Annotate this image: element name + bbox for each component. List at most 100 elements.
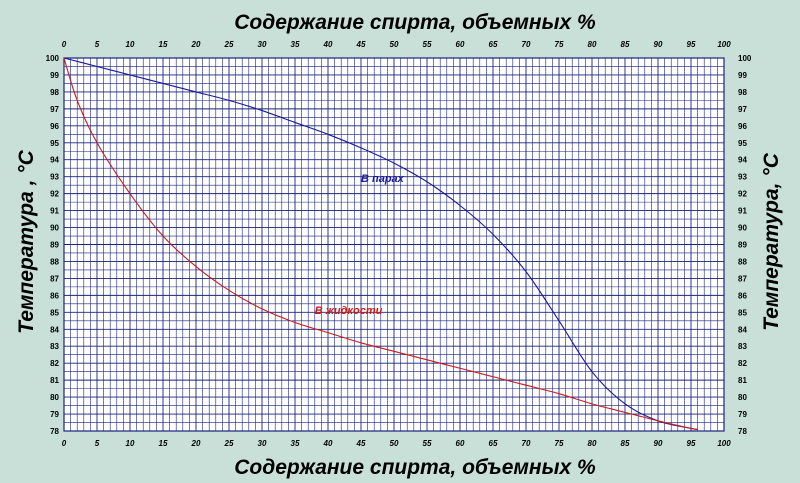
y-axis-label-left: Температура , °C (15, 149, 38, 333)
x-tick-label-top: 50 (390, 40, 399, 49)
x-tick-label-top: 85 (621, 40, 630, 49)
x-tick-label-top: 45 (356, 40, 366, 49)
y-tick-label-right: 79 (738, 410, 747, 419)
y-tick-label-left: 95 (50, 139, 59, 148)
x-tick-label-bottom: 60 (456, 439, 465, 448)
x-tick-label-top: 10 (126, 40, 135, 49)
y-tick-label-left: 94 (50, 156, 59, 165)
x-tick-label-bottom: 90 (654, 439, 663, 448)
y-axis-label-right: Температура, °C (760, 152, 783, 331)
x-tick-label-bottom: 15 (159, 439, 168, 448)
series-line-liquid (63, 57, 698, 430)
x-tick-label-top: 5 (95, 40, 100, 49)
x-tick-label-bottom: 85 (621, 439, 630, 448)
y-tick-label-right: 93 (738, 173, 747, 182)
y-tick-label-left: 83 (50, 342, 59, 351)
x-tick-label-bottom: 55 (423, 439, 432, 448)
x-tick-label-bottom: 45 (356, 439, 366, 448)
y-tick-label-left: 80 (50, 393, 59, 402)
x-tick-label-bottom: 40 (323, 439, 333, 448)
y-tick-label-right: 95 (738, 139, 747, 148)
x-tick-label-top: 0 (62, 40, 67, 49)
x-tick-label-bottom: 50 (390, 439, 399, 448)
y-tick-label-left: 91 (50, 207, 59, 216)
series-line-vapor (63, 57, 698, 430)
y-tick-label-right: 97 (738, 105, 747, 114)
x-tick-label-bottom: 100 (717, 439, 731, 448)
x-tick-label-top: 80 (588, 40, 597, 49)
y-tick-label-left: 87 (50, 274, 59, 283)
x-tick-label-bottom: 70 (522, 439, 531, 448)
y-tick-label-left: 88 (50, 257, 59, 266)
y-tick-label-left: 82 (50, 359, 59, 368)
x-tick-label-bottom: 80 (588, 439, 597, 448)
x-tick-label-top: 70 (522, 40, 531, 49)
x-tick-label-bottom: 10 (126, 439, 135, 448)
y-tick-label-right: 86 (738, 291, 747, 300)
x-tick-label-bottom: 95 (687, 439, 696, 448)
y-tick-label-right: 78 (738, 427, 747, 436)
y-tick-label-right: 94 (738, 156, 747, 165)
y-tick-label-right: 85 (738, 308, 747, 317)
x-tick-label-bottom: 35 (291, 439, 300, 448)
y-tick-label-right: 87 (738, 274, 747, 283)
y-tick-label-right: 83 (738, 342, 747, 351)
series-annotation-liquid: В жидкости (315, 305, 383, 317)
y-tick-label-right: 88 (738, 257, 747, 266)
y-tick-label-left: 97 (50, 105, 59, 114)
y-tick-label-left: 78 (50, 427, 59, 436)
y-tick-label-left: 81 (50, 376, 59, 385)
y-tick-label-right: 80 (738, 393, 747, 402)
y-tick-label-right: 90 (738, 224, 747, 233)
y-tick-label-right: 99 (738, 71, 747, 80)
x-tick-label-top: 20 (191, 40, 201, 49)
y-tick-label-left: 100 (46, 54, 60, 63)
plot-border (63, 57, 725, 432)
y-tick-label-right: 81 (738, 376, 747, 385)
y-tick-label-left: 89 (50, 241, 59, 250)
x-tick-label-bottom: 5 (95, 439, 100, 448)
y-tick-label-right: 82 (738, 359, 747, 368)
y-tick-label-right: 91 (738, 207, 747, 216)
chart-title-top: Содержание спирта, объемных % (234, 11, 596, 34)
y-tick-label-right: 96 (738, 122, 747, 131)
y-tick-label-left: 98 (50, 88, 59, 97)
y-tick-label-left: 86 (50, 291, 59, 300)
y-tick-label-right: 100 (738, 54, 752, 63)
y-tick-label-left: 90 (50, 224, 59, 233)
y-tick-label-left: 99 (50, 71, 59, 80)
chart-title-bottom: Содержание спирта, объемных % (234, 456, 596, 479)
x-tick-label-bottom: 25 (224, 439, 234, 448)
x-tick-label-top: 65 (489, 40, 498, 49)
x-tick-label-top: 60 (456, 40, 465, 49)
x-tick-label-top: 30 (258, 40, 267, 49)
y-tick-label-left: 92 (50, 190, 59, 199)
x-tick-label-top: 35 (291, 40, 300, 49)
x-tick-label-bottom: 65 (489, 439, 498, 448)
y-tick-label-left: 79 (50, 410, 59, 419)
x-tick-label-top: 55 (423, 40, 432, 49)
x-tick-label-top: 95 (687, 40, 696, 49)
x-tick-label-bottom: 0 (62, 439, 67, 448)
x-tick-label-top: 100 (717, 40, 731, 49)
x-tick-label-top: 40 (323, 40, 333, 49)
x-tick-label-top: 15 (159, 40, 168, 49)
series-annotation-vapor: В парах (361, 173, 405, 185)
x-tick-label-bottom: 75 (555, 439, 564, 448)
y-tick-label-right: 92 (738, 190, 747, 199)
x-tick-label-bottom: 30 (258, 439, 267, 448)
y-tick-label-left: 84 (50, 325, 59, 334)
y-tick-label-right: 98 (738, 88, 747, 97)
y-tick-label-left: 85 (50, 308, 59, 317)
y-tick-label-right: 84 (738, 325, 747, 334)
x-tick-label-top: 75 (555, 40, 564, 49)
y-tick-label-left: 96 (50, 122, 59, 131)
x-tick-label-bottom: 20 (191, 439, 201, 448)
plot-area: 0055101015152020252530303535404045455050… (46, 40, 752, 448)
x-tick-label-top: 25 (224, 40, 234, 49)
x-tick-label-top: 90 (654, 40, 663, 49)
y-tick-label-right: 89 (738, 241, 747, 250)
y-tick-label-left: 93 (50, 173, 59, 182)
